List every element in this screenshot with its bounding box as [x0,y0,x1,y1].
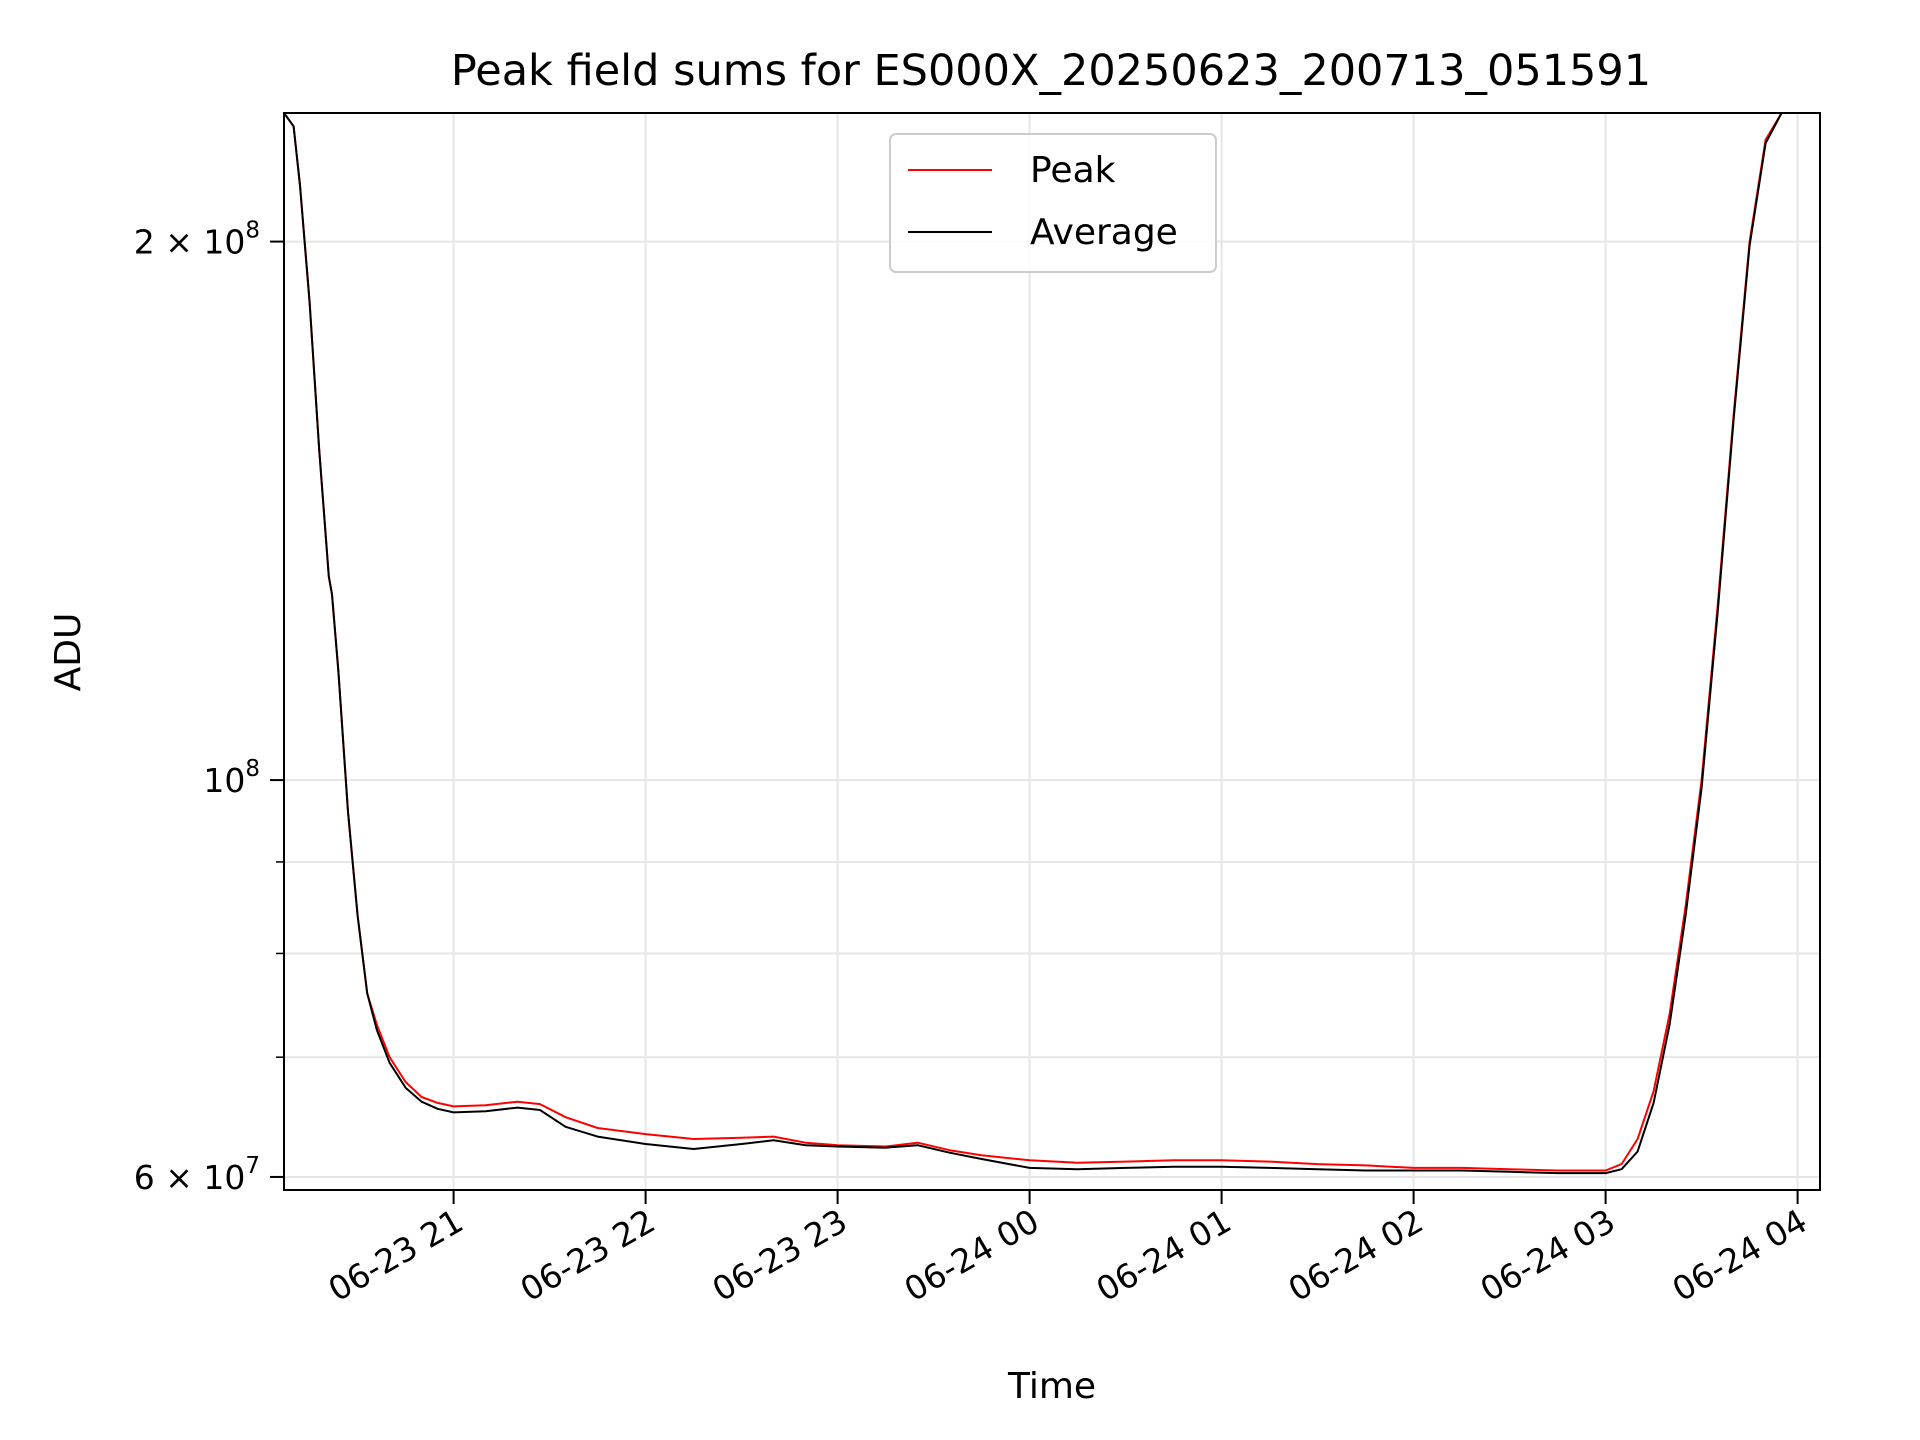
y-axis-label: ADU [48,613,89,692]
series-group [284,113,1798,1175]
y-tick-label: 108 [203,756,260,800]
legend-label: Average [1030,212,1178,253]
y-axis: 6 × 107 108 2 × 108 [134,218,284,1197]
legend: Peak Average [889,133,1217,273]
y-tick-label: 6 × 107 [134,1153,260,1197]
legend-label: Peak [1030,150,1116,191]
y-tick-exponent: 8 [245,756,260,782]
y-tick-exponent: 8 [245,218,260,244]
y-tick-exponent: 7 [245,1153,260,1179]
svg-text:108: 108 [203,756,260,800]
x-axis-label: Time [1007,1366,1096,1407]
y-tick-label: 2 × 108 [134,218,260,262]
svg-text:6 × 107: 6 × 107 [134,1153,260,1197]
plot-frame [283,112,1821,1191]
series-line-average [284,113,1798,1175]
chart-title: Peak field sums for ES000X_20250623_2007… [451,46,1651,96]
legend-box [889,133,1217,273]
y-tick-mantissa: 2 [134,223,155,262]
y-tick-mantissa: 6 [134,1158,155,1197]
svg-text:2 × 108: 2 × 108 [134,218,260,262]
